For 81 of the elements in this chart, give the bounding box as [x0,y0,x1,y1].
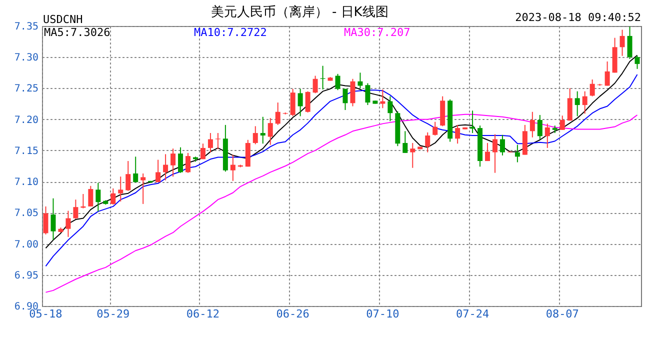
candlestick [514,144,520,163]
candlestick [388,96,393,122]
line-series [45,74,638,267]
y-tick-label: 7.10 [14,177,38,188]
candlestick [268,118,273,146]
candlestick [156,159,161,183]
text: MA30:7.207 [344,26,410,39]
candlestick [358,72,363,89]
candlestick [275,102,280,126]
candlestick [312,75,318,94]
candlestick [537,114,542,140]
line-series [45,114,638,293]
y-tick-label: 7.20 [14,114,38,126]
y-tick-label: 7.15 [14,146,38,157]
candlestick [590,79,595,97]
candlestick [544,123,550,148]
candlestick [88,185,94,207]
candlestick [118,176,124,202]
y-tick-label: 7.30 [14,52,38,64]
line-series [45,54,638,249]
text: 2023-08-18 09:40:52 [515,11,641,24]
candlestick [402,130,408,154]
candlestick [245,139,250,168]
candlestick [200,143,206,160]
candlestick [186,152,191,174]
candlestick [350,78,356,107]
candlestick [43,206,48,235]
y-tick-label: 7.05 [14,208,38,220]
candlestick [110,188,116,206]
candlestick [305,90,310,113]
y-tick-label: 7.35 [14,22,38,32]
candlestick [365,82,370,106]
candlestick [500,134,505,156]
y-tick-label: 7.00 [14,239,38,250]
candlestick [425,132,430,153]
candlestick [163,154,168,181]
text: MA5:7.3026 [44,26,110,39]
candlestick [492,134,498,174]
candlestick [634,55,640,70]
x-tick-label: 07-24 [456,308,490,320]
candlestick [290,88,296,117]
candlestick [522,124,528,156]
candlestick [342,88,348,110]
candlestick [485,142,490,162]
x-tick-label: 07-10 [366,308,400,320]
candlestick [627,26,632,60]
x-tick-label: 05-29 [96,308,130,320]
candlestick [252,126,258,145]
x-tick-label: 06-26 [276,308,310,320]
text: MA10:7.2722 [194,26,267,39]
chart-title: 美元人民币（离岸） - 日K线图 [210,4,388,20]
candlestick [208,132,213,153]
candlestick [560,115,565,130]
candlestick [432,121,438,136]
candlestick [335,73,340,91]
candlestick [298,88,303,117]
candlestick [66,210,71,238]
candlestick [574,90,580,117]
y-tick-label: 6.95 [14,270,38,282]
candlestick [126,160,131,192]
candlestick [50,198,56,241]
candlestick [230,154,236,182]
candlestick [410,142,416,168]
candlestick [140,172,146,204]
candlestick [73,199,78,220]
candlestick [133,156,138,183]
x-tick-label: 06-12 [186,308,220,320]
candlestick [178,146,184,174]
candlestick [96,182,101,212]
candlestick [620,29,625,56]
chart-subtitle: USDCNH [43,13,83,26]
candlestick [380,88,386,109]
y-tick-label: 7.25 [14,84,38,95]
candlestick [604,60,610,86]
candlestick [567,88,572,122]
candlestick [260,116,266,144]
candlestick [530,111,535,138]
candlestick [582,90,588,114]
x-tick-label: 08-07 [546,308,579,320]
candlestick [170,148,176,178]
candlestick [455,124,460,144]
